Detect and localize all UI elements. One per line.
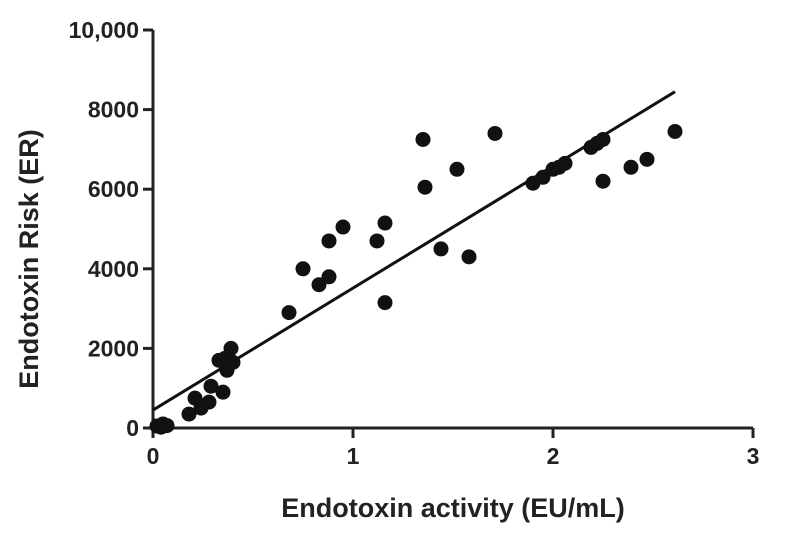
data-point	[335, 219, 351, 235]
y-tick-label: 10,000	[69, 17, 139, 43]
data-point	[449, 161, 465, 177]
y-tick-label: 6000	[88, 176, 139, 202]
data-point	[181, 406, 197, 422]
y-tick-label: 8000	[88, 97, 139, 123]
data-point	[377, 295, 393, 311]
axes	[151, 30, 753, 430]
y-tick-label: 2000	[88, 335, 139, 361]
y-axis-title: Endotoxin Risk (ER)	[14, 129, 44, 389]
data-point	[321, 269, 337, 285]
data-points	[149, 123, 683, 435]
x-ticks: 0 1 2 3	[147, 428, 760, 469]
data-point	[415, 131, 431, 147]
x-tick-label: 0	[147, 443, 160, 469]
data-point	[223, 340, 239, 356]
data-point	[461, 249, 477, 265]
x-tick-label: 3	[747, 443, 760, 469]
x-tick-label: 1	[347, 443, 360, 469]
data-point	[417, 179, 433, 195]
data-point	[225, 354, 241, 370]
y-tick-label: 4000	[88, 256, 139, 282]
y-tick-label: 0	[126, 415, 139, 441]
data-point	[201, 394, 217, 410]
data-point	[623, 159, 639, 175]
data-point	[215, 384, 231, 400]
data-point	[295, 261, 311, 277]
data-point	[159, 418, 175, 434]
data-point	[203, 378, 219, 394]
data-point	[487, 125, 503, 141]
data-point	[433, 241, 449, 257]
data-point	[595, 131, 611, 147]
x-axis-title: Endotoxin activity (EU/mL)	[281, 493, 625, 523]
data-point	[369, 233, 385, 249]
data-point	[535, 169, 551, 185]
data-point	[311, 277, 327, 293]
data-point	[557, 155, 573, 171]
data-point	[595, 173, 611, 189]
data-point	[377, 215, 393, 231]
y-ticks: 0 2000 4000 6000 8000 10,000	[69, 17, 153, 441]
x-tick-label: 2	[547, 443, 560, 469]
data-point	[639, 151, 655, 167]
data-point	[321, 233, 337, 249]
data-point	[667, 123, 683, 139]
data-point	[281, 305, 297, 321]
